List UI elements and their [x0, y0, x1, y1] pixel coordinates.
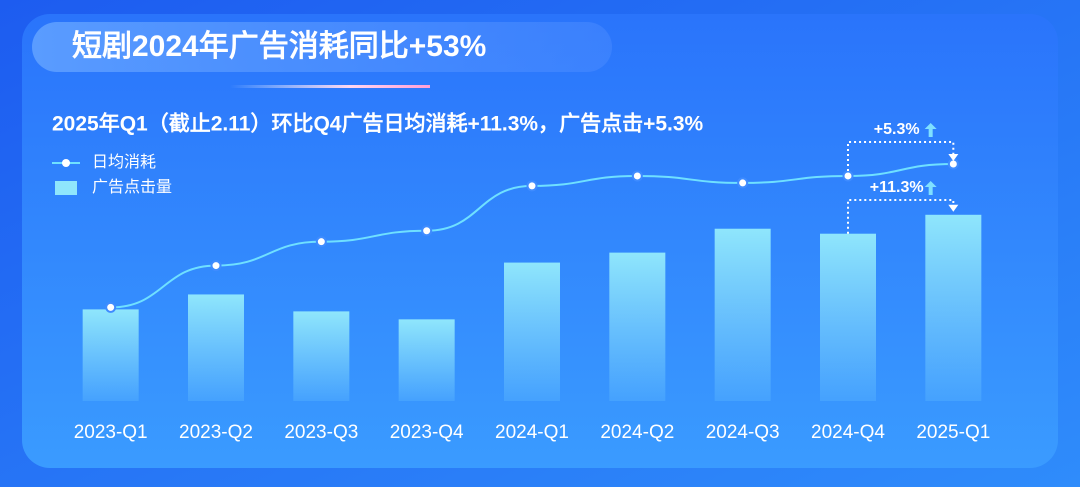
bar [82, 309, 139, 401]
annotation-arrow [948, 154, 959, 161]
x-tick-label: 2024-Q4 [811, 422, 885, 443]
chart-subtitle: 2025年Q1（截止2.11）环比Q4广告日均消耗+11.3%，广告点击+5.3… [52, 112, 704, 136]
bar [188, 294, 244, 401]
line [110, 163, 954, 309]
chart-title: 短剧2024年广告消耗同比+53% [72, 30, 486, 63]
bar [820, 233, 876, 401]
x-tick-label: 2023-Q1 [74, 422, 148, 443]
title-underline [230, 85, 430, 88]
bar [398, 319, 455, 401]
bar [609, 252, 666, 401]
card [22, 14, 1058, 468]
legend-dot [62, 159, 70, 167]
annotation-arrow [948, 204, 959, 212]
point [105, 301, 117, 313]
point [210, 260, 222, 272]
bar [504, 262, 560, 401]
annotation: +5.3% [874, 121, 920, 138]
point [526, 180, 538, 192]
x-tick-label: 2024-Q3 [706, 422, 780, 443]
bar [293, 311, 350, 401]
annotation-bracket [847, 199, 955, 234]
annotation-bracket [847, 141, 955, 176]
point [631, 170, 643, 182]
bar [714, 228, 771, 401]
legend-swatch [55, 181, 77, 195]
bar [925, 214, 982, 401]
annotation-up-arrow [924, 123, 937, 137]
title-pill [32, 22, 612, 72]
point [421, 225, 433, 237]
annotation: +11.3% [870, 179, 924, 196]
annotation-up-arrow [924, 181, 937, 195]
point [315, 236, 327, 248]
point [737, 177, 749, 189]
x-tick-label: 2024-Q2 [600, 422, 674, 443]
x-tick-label: 2023-Q2 [179, 422, 253, 443]
x-tick-label: 2023-Q3 [284, 422, 358, 443]
legend-label: 广告点击量 [92, 178, 172, 196]
legend-label: 日均消耗 [92, 153, 156, 171]
x-tick-label: 2024-Q1 [495, 422, 569, 443]
x-tick-label: 2025-Q1 [916, 422, 990, 443]
x-tick-label: 2023-Q4 [390, 422, 464, 443]
